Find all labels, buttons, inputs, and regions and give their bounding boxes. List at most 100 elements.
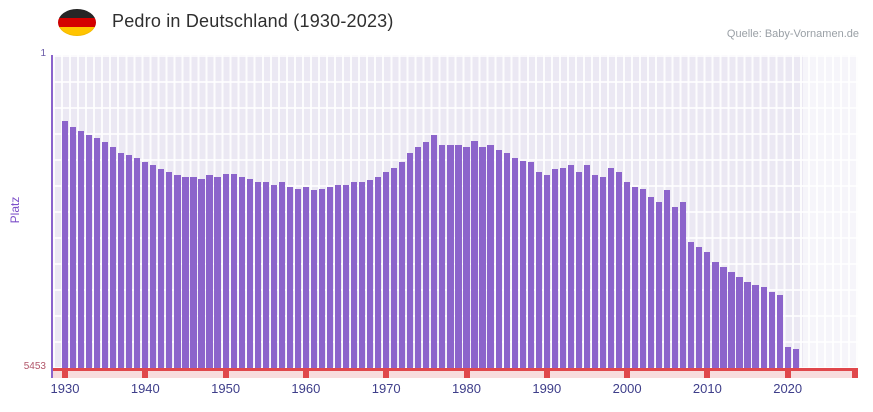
bar-1950[interactable] [222, 174, 229, 368]
bar-1951[interactable] [230, 174, 237, 368]
bar-1970[interactable] [383, 172, 390, 368]
bar-2006[interactable] [672, 206, 679, 368]
bar-1989[interactable] [535, 172, 542, 368]
bar-2005[interactable] [664, 189, 671, 368]
bar-1969[interactable] [375, 177, 382, 368]
bar-1933[interactable] [85, 135, 93, 368]
bar-1954[interactable] [254, 181, 261, 368]
bar-1976[interactable] [431, 135, 438, 368]
bar-1971[interactable] [391, 167, 398, 368]
bar-1983[interactable] [487, 144, 494, 368]
bar-1947[interactable] [198, 178, 205, 368]
bar-1977[interactable] [439, 145, 446, 368]
bar-1961[interactable] [310, 189, 318, 368]
bar-2011[interactable] [712, 261, 719, 368]
bar-1964[interactable] [334, 184, 342, 368]
bar-2018[interactable] [768, 291, 775, 368]
bar-1935[interactable] [102, 142, 109, 368]
bar-2017[interactable] [760, 286, 767, 368]
bar-1972[interactable] [399, 162, 406, 368]
bar-1940[interactable] [142, 162, 149, 368]
bar-2019[interactable] [776, 294, 783, 368]
bar-2009[interactable] [696, 247, 703, 368]
bar-1966[interactable] [350, 181, 358, 368]
x-tick-label-2010: 2010 [692, 381, 722, 396]
bar-1932[interactable] [77, 131, 85, 368]
bar-1939[interactable] [134, 157, 141, 368]
bar-2016[interactable] [752, 284, 759, 368]
bar-1956[interactable] [270, 184, 277, 368]
bar-1937[interactable] [118, 152, 125, 368]
bar-1967[interactable] [359, 181, 366, 368]
bar-1991[interactable] [551, 169, 558, 368]
bar-1990[interactable] [543, 174, 550, 368]
bar-2000[interactable] [624, 181, 631, 368]
bar-2010[interactable] [704, 251, 711, 368]
bar-2012[interactable] [720, 266, 727, 368]
bar-1993[interactable] [567, 165, 574, 368]
bar-1984[interactable] [495, 150, 502, 368]
bar-1942[interactable] [158, 169, 165, 368]
bar-1930[interactable] [61, 121, 69, 368]
bar-2001[interactable] [632, 187, 639, 368]
bar-1994[interactable] [575, 172, 582, 368]
bar-1995[interactable] [583, 165, 591, 368]
bar-1948[interactable] [206, 174, 213, 368]
bar-1968[interactable] [367, 180, 374, 368]
bar-2020[interactable] [784, 346, 791, 368]
bar-1988[interactable] [527, 162, 534, 368]
bar-1959[interactable] [294, 188, 301, 368]
bar-1945[interactable] [182, 177, 189, 368]
x-tick-label-2000: 2000 [612, 381, 642, 396]
bar-1978[interactable] [447, 145, 454, 368]
bar-1960[interactable] [302, 187, 309, 368]
x-tick-label-2020: 2020 [773, 381, 803, 396]
bar-1938[interactable] [126, 155, 133, 368]
bar-1965[interactable] [342, 184, 350, 368]
x-tick-1980 [463, 370, 470, 378]
bar-1952[interactable] [238, 177, 245, 368]
bar-2008[interactable] [688, 242, 695, 368]
bar-1944[interactable] [174, 174, 181, 368]
bar-1981[interactable] [471, 140, 478, 368]
bar-1934[interactable] [94, 137, 101, 368]
bar-1963[interactable] [326, 187, 334, 368]
bar-2004[interactable] [656, 201, 663, 368]
y-axis-title: Platz [8, 196, 22, 224]
bar-1946[interactable] [190, 177, 197, 368]
bar-1941[interactable] [150, 165, 157, 368]
bar-1986[interactable] [511, 157, 518, 368]
bar-1982[interactable] [479, 147, 486, 368]
bar-1985[interactable] [503, 152, 510, 368]
bar-1936[interactable] [110, 147, 117, 368]
bar-1975[interactable] [423, 142, 430, 368]
bar-1973[interactable] [407, 152, 414, 368]
bar-2014[interactable] [736, 276, 743, 368]
bar-2015[interactable] [744, 281, 751, 368]
bar-1958[interactable] [286, 187, 293, 368]
bar-2003[interactable] [648, 196, 655, 368]
x-tick-1990 [543, 370, 550, 378]
x-tick-label-1960: 1960 [291, 381, 321, 396]
x-tick-2020 [784, 370, 791, 378]
bar-1957[interactable] [278, 181, 285, 368]
bar-2007[interactable] [680, 201, 687, 368]
bar-1943[interactable] [166, 172, 173, 368]
bar-1992[interactable] [559, 167, 566, 368]
bar-1979[interactable] [455, 145, 462, 368]
bar-1949[interactable] [214, 177, 221, 368]
bar-2002[interactable] [640, 188, 647, 368]
bar-1987[interactable] [519, 160, 526, 368]
bar-1997[interactable] [599, 177, 607, 368]
bar-1931[interactable] [69, 126, 77, 368]
bar-1953[interactable] [246, 178, 253, 368]
bar-1955[interactable] [262, 181, 269, 368]
bar-2021[interactable] [792, 348, 799, 368]
bar-1974[interactable] [415, 147, 422, 368]
bar-1996[interactable] [591, 174, 599, 368]
bar-2013[interactable] [728, 272, 735, 368]
bar-1999[interactable] [615, 172, 623, 368]
bar-1962[interactable] [318, 188, 326, 368]
bar-1980[interactable] [463, 147, 470, 368]
bar-1998[interactable] [607, 167, 615, 368]
